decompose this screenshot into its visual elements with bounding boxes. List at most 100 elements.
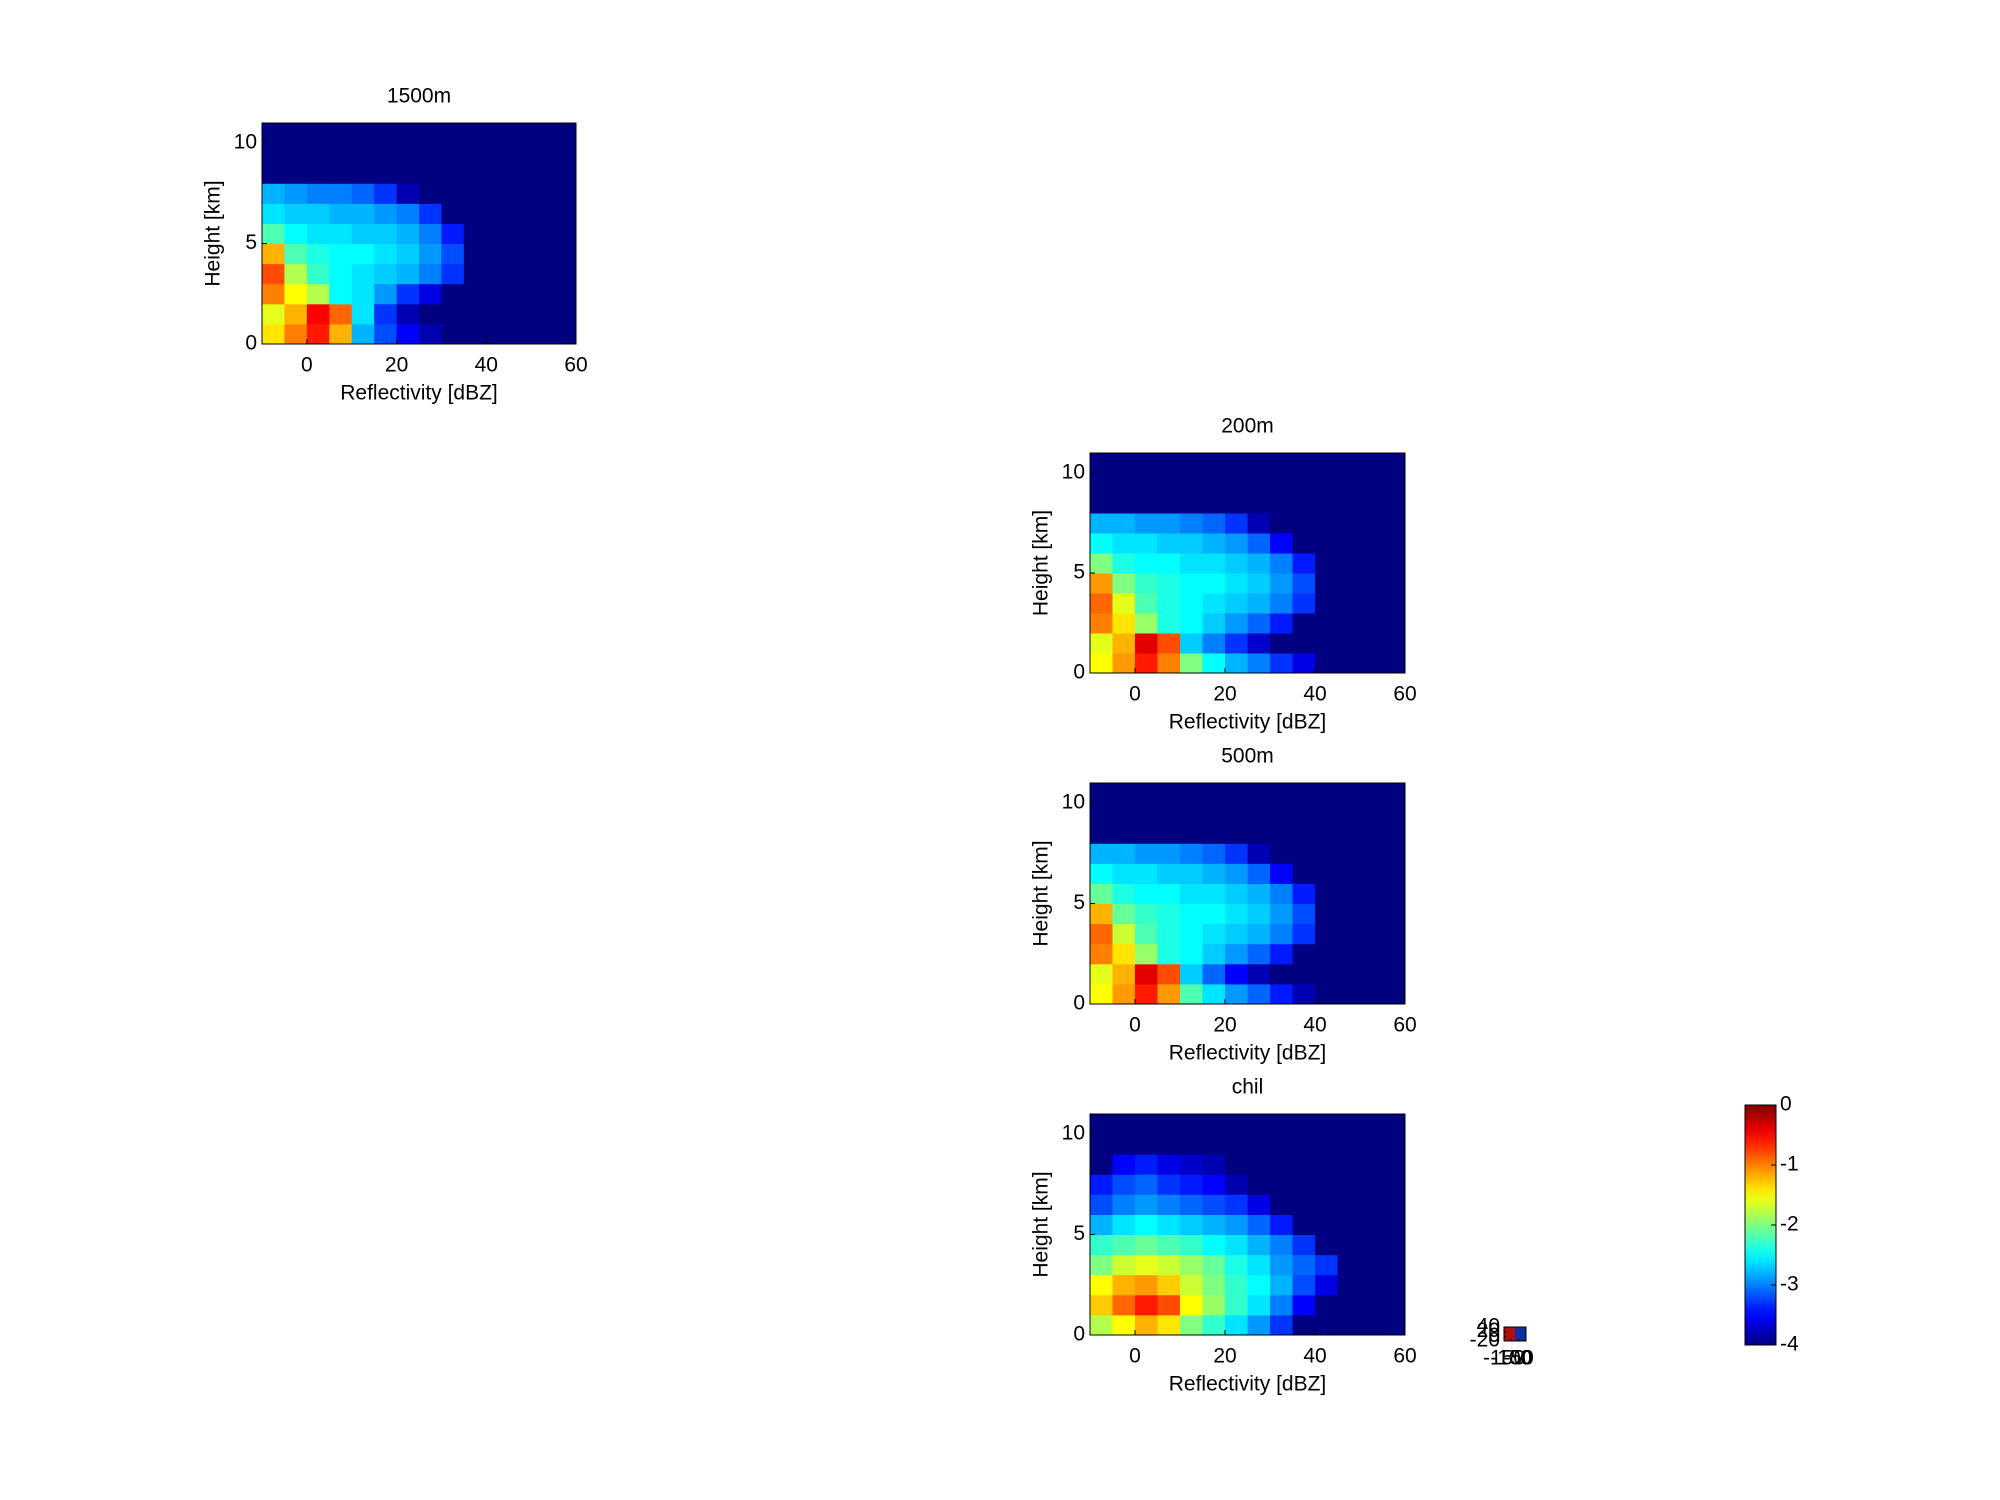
colorbar-tick-label: -4	[1780, 1333, 1799, 1356]
heat-cell	[1112, 903, 1136, 925]
heat-cell	[1112, 983, 1136, 1005]
heat-cell	[553, 263, 577, 285]
heat-cell	[1135, 1114, 1158, 1135]
heat-cell	[1315, 1254, 1338, 1276]
heat-cell	[1135, 613, 1158, 634]
heat-cell	[1157, 1174, 1181, 1195]
heat-cell	[1112, 1134, 1136, 1155]
heat-cell	[1337, 1174, 1361, 1195]
heat-cell	[1292, 1294, 1316, 1316]
heat-cell	[441, 303, 465, 325]
heat-cell	[1090, 453, 1113, 474]
heat-cell	[1112, 1194, 1136, 1215]
heat-cell	[1180, 593, 1203, 614]
heat-cell	[1292, 923, 1316, 945]
heat-cell	[1315, 1194, 1338, 1215]
heat-cell	[1315, 863, 1338, 884]
heat-cell	[1337, 1274, 1361, 1296]
x-axis-label: Reflectivity [dBZ]	[1169, 1042, 1327, 1065]
heat-cell	[1247, 863, 1271, 884]
heat-cell	[1180, 1254, 1203, 1276]
heat-cell	[1157, 1214, 1181, 1236]
x-tick-label: 40	[1303, 683, 1326, 706]
heat-cell	[1315, 493, 1338, 514]
heat-cell	[1292, 823, 1316, 844]
y-tick-label: 10	[1062, 461, 1085, 484]
heat-cell	[1382, 923, 1406, 945]
heat-cell	[1292, 1314, 1316, 1336]
heat-cell	[1090, 803, 1113, 824]
heat-cell	[531, 123, 555, 144]
heat-cell	[1225, 1194, 1248, 1215]
heat-cell	[1337, 823, 1361, 844]
heat-cell	[1202, 843, 1226, 864]
heat-cell	[1180, 553, 1203, 574]
heat-cell	[329, 323, 353, 345]
heat-cell	[1180, 1234, 1203, 1256]
heat-cell	[1157, 573, 1181, 594]
heat-cell	[1360, 943, 1383, 965]
heat-cell	[1135, 513, 1158, 534]
heat-cell	[1135, 653, 1158, 674]
heat-cell	[1315, 1154, 1338, 1175]
x-tick-label: 40	[1303, 1014, 1326, 1037]
heat-cell	[508, 303, 532, 325]
heat-cell	[1090, 653, 1113, 674]
y-tick-label: 10	[1062, 1122, 1085, 1145]
heat-cell	[419, 323, 442, 345]
heat-cell	[1090, 1154, 1113, 1175]
heat-cell	[1180, 513, 1203, 534]
heat-cell	[1360, 803, 1383, 824]
heat-cell	[1292, 1254, 1316, 1276]
heat-cell	[1135, 633, 1158, 654]
heat-cell	[306, 223, 330, 245]
x-axis-label: Reflectivity [dBZ]	[1169, 1373, 1327, 1396]
heat-cell	[1315, 633, 1338, 654]
heat-cell	[1135, 1134, 1158, 1155]
heat-cell	[1360, 903, 1383, 925]
y-tick-label: 10	[1062, 791, 1085, 814]
heat-cell	[1225, 903, 1248, 925]
heat-cell	[329, 123, 353, 144]
x-tick-label: -100	[1490, 1347, 1532, 1370]
heat-cell	[419, 263, 442, 285]
heat-cell	[1292, 593, 1316, 614]
heat-cell	[1315, 963, 1338, 985]
heat-cell	[1315, 1214, 1338, 1236]
heat-cell	[1337, 473, 1361, 494]
heat-cell	[329, 263, 353, 285]
x-tick-label: 60	[564, 354, 587, 377]
heat-cell	[486, 203, 510, 224]
heat-cell	[1202, 923, 1226, 945]
heat-cell	[1157, 473, 1181, 494]
mini-left	[1504, 1327, 1515, 1341]
heat-cell	[396, 203, 420, 224]
heat-cell	[1202, 513, 1226, 534]
heat-cell	[374, 183, 398, 204]
heat-cell	[1135, 1294, 1158, 1316]
heat-cell	[1112, 453, 1136, 474]
heat-cell	[1382, 1174, 1406, 1195]
heat-cell	[463, 323, 487, 345]
heat-cell	[1225, 473, 1248, 494]
heat-cell	[1337, 863, 1361, 884]
x-tick-label: 40	[475, 354, 498, 377]
heat-cell	[1247, 983, 1271, 1005]
heat-cell	[329, 303, 353, 325]
heat-cell	[1202, 1134, 1226, 1155]
heat-cell	[284, 183, 308, 204]
heat-cell	[1337, 843, 1361, 864]
mini-frame	[1503, 1326, 1527, 1342]
heat-cell	[1360, 963, 1383, 985]
heat-cell	[1180, 473, 1203, 494]
heat-cell	[1202, 1254, 1226, 1276]
heat-cell	[1270, 823, 1293, 844]
heat-cell	[1157, 453, 1181, 474]
heat-cell	[1270, 613, 1293, 634]
heat-cell	[1090, 513, 1113, 534]
heat-cell	[1315, 983, 1338, 1005]
heat-cell	[1202, 593, 1226, 614]
heat-cell	[1292, 613, 1316, 634]
heat-cell	[1112, 533, 1136, 554]
heat-cell	[1225, 513, 1248, 534]
